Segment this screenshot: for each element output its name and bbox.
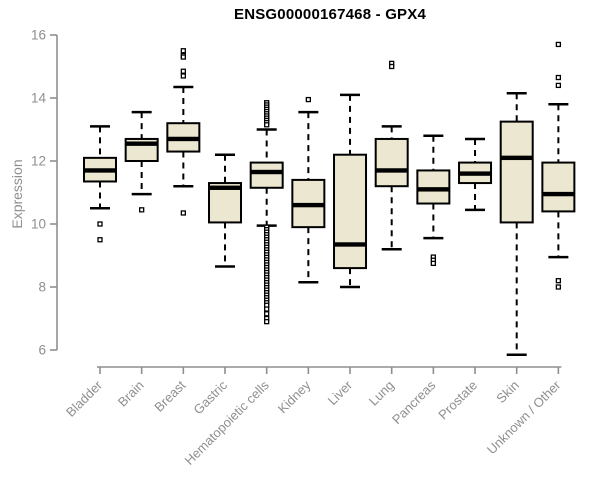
boxplot-skin <box>499 92 534 356</box>
median-line <box>375 168 408 173</box>
outlier-point <box>264 122 270 128</box>
outlier-point <box>555 82 562 89</box>
x-tick-label: Skin <box>493 378 521 406</box>
median-line <box>209 185 242 190</box>
y-tick-label: 14 <box>31 91 47 106</box>
y-tick-label: 12 <box>31 154 46 169</box>
median-line <box>125 141 158 146</box>
boxplot-bladder <box>83 125 117 243</box>
iqr-box <box>374 137 409 188</box>
outlier-point <box>97 221 103 227</box>
boxplot-breast <box>166 48 201 216</box>
outlier-point <box>264 318 270 325</box>
boxplot-lung <box>374 60 409 251</box>
outlier-point <box>97 237 103 243</box>
y-tick-label: 16 <box>31 28 46 43</box>
outlier-point <box>389 63 395 70</box>
outlier-point <box>264 311 270 317</box>
boxplot-pancreas <box>416 134 451 267</box>
x-tick-label: Unknown / Other <box>484 377 564 457</box>
boxplot-unknown-other <box>541 41 576 290</box>
median-line <box>459 171 492 176</box>
outlier-point <box>555 41 562 48</box>
median-line <box>292 202 325 208</box>
median-line <box>250 169 283 175</box>
iqr-box <box>499 120 534 224</box>
outlier-point <box>555 278 562 284</box>
outlier-point <box>264 306 270 312</box>
y-tick-label: 6 <box>38 343 46 358</box>
outlier-point <box>180 210 186 216</box>
median-line <box>84 168 116 173</box>
boxplot-hematopoietic-cells <box>249 100 284 325</box>
iqr-box <box>541 161 576 213</box>
x-tick-label: Lung <box>366 378 397 409</box>
median-line <box>417 187 450 192</box>
iqr-box <box>333 153 368 270</box>
median-line <box>542 191 575 197</box>
x-tick-label: Gastric <box>190 377 230 417</box>
y-tick-label: 8 <box>38 280 46 295</box>
iqr-box <box>416 169 451 205</box>
outlier-point <box>180 68 186 74</box>
median-line <box>167 136 200 142</box>
outlier-point <box>180 54 186 60</box>
boxplot-brain <box>124 110 159 213</box>
boxplot-liver <box>333 93 368 289</box>
x-tick-label: Breast <box>151 377 188 414</box>
iqr-box <box>249 161 284 189</box>
outlier-point <box>180 73 186 79</box>
outlier-point <box>430 260 437 267</box>
x-tick-label: Brain <box>115 378 147 410</box>
x-tick-label: Prostate <box>435 378 480 423</box>
outlier-point <box>139 207 145 213</box>
boxplot-prostate <box>458 137 493 212</box>
outlier-point <box>305 96 312 103</box>
x-tick-label: Kidney <box>275 377 314 416</box>
median-line <box>334 242 367 247</box>
median-line <box>500 155 533 161</box>
outlier-point <box>555 284 562 290</box>
chart-title: ENSG00000167468 - GPX4 <box>233 6 427 23</box>
boxplot-kidney <box>291 96 326 284</box>
x-tick-label: Bladder <box>63 377 106 420</box>
boxplot-gastric <box>208 153 243 268</box>
x-tick-label: Liver <box>325 377 356 408</box>
outlier-point <box>555 74 562 81</box>
x-tick-label: Pancreas <box>389 377 439 427</box>
y-tick-label: 10 <box>31 217 46 232</box>
outlier-point <box>180 48 186 54</box>
